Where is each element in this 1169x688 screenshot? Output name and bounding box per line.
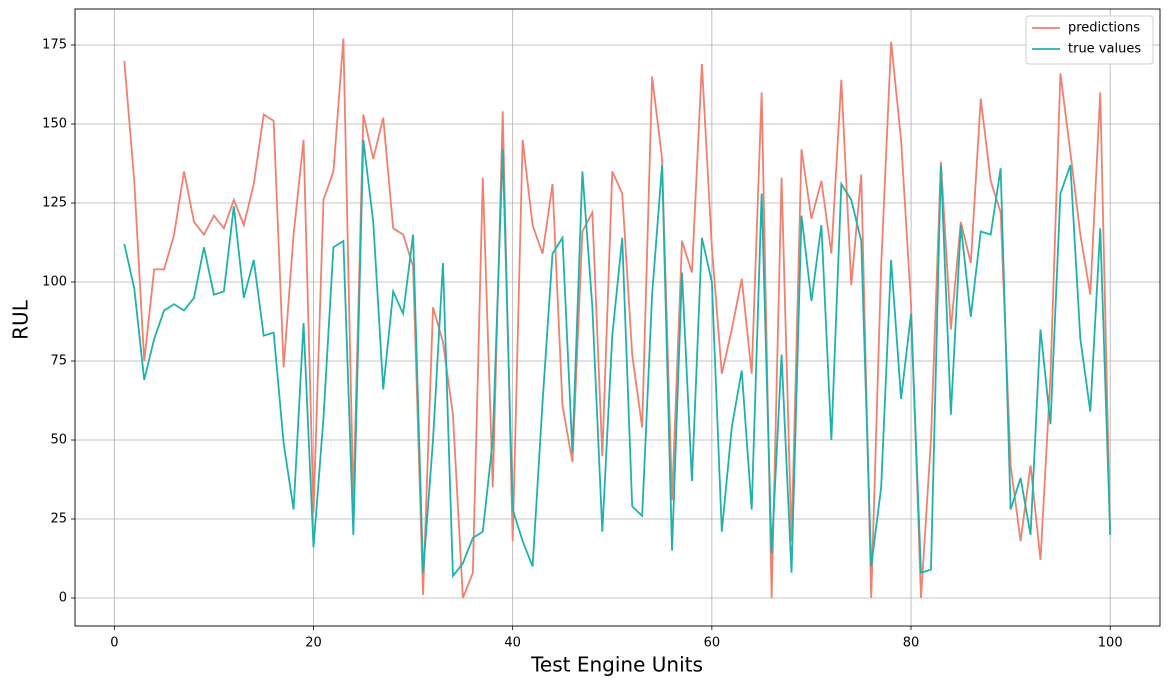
x-tick-label: 20 [305,636,322,651]
plot-frame [74,8,1161,627]
x-tick-label: 80 [903,636,920,651]
x-tick-label: 0 [110,636,118,651]
x-tick-label: 100 [1098,636,1123,651]
y-tick-label: 25 [50,512,67,527]
y-tick-label: 100 [42,275,67,290]
y-tick-label: 0 [59,591,67,606]
y-tick-label: 75 [50,354,67,369]
line-series [123,38,1112,599]
y-tick-label: 175 [42,38,67,53]
x-tick-label: 60 [704,636,721,651]
x-axis-label: Test Engine Units [530,653,703,677]
x-tick-label: 40 [504,636,521,651]
line-series [123,139,1112,579]
legend-label: true values [1068,42,1141,57]
y-tick-label: 125 [42,196,67,211]
y-tick-label: 50 [50,433,67,448]
legend-label: predictions [1068,21,1140,36]
y-tick-label: 150 [42,117,67,132]
y-axis-label: RUL [9,299,33,340]
